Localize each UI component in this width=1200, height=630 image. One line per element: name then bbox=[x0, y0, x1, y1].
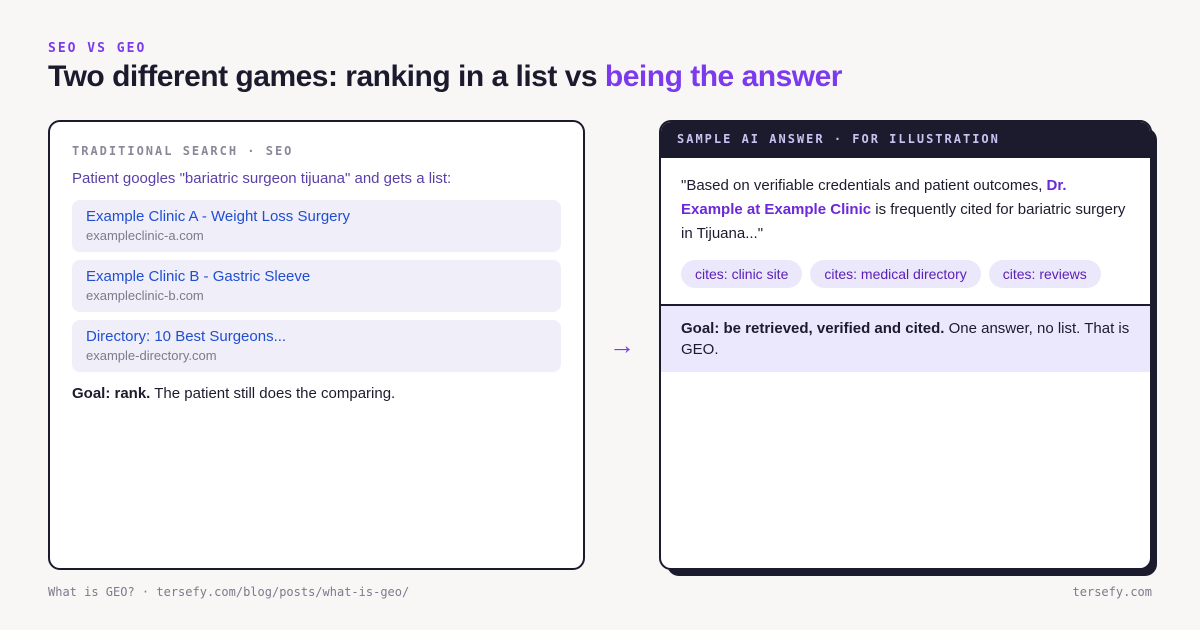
geo-card-label: SAMPLE AI ANSWER · FOR ILLUSTRATION bbox=[661, 122, 1150, 158]
ai-answer-text: "Based on verifiable credentials and pat… bbox=[661, 158, 1150, 246]
geo-goal-bold: Goal: be retrieved, verified and cited. bbox=[681, 320, 945, 337]
geo-card: SAMPLE AI ANSWER · FOR ILLUSTRATION "Bas… bbox=[659, 120, 1152, 570]
search-result-title[interactable]: Example Clinic B - Gastric Sleeve bbox=[86, 268, 311, 285]
seo-goal: Goal: rank. The patient still does the c… bbox=[72, 385, 561, 402]
search-result-item[interactable]: Example Clinic A - Weight Loss Surgery e… bbox=[72, 200, 561, 252]
geo-goal-text: One answer, no list. That is GEO. bbox=[681, 320, 1130, 358]
ai-answer-post: is frequently cited for bariatric surger… bbox=[681, 201, 1126, 242]
citation-chip[interactable]: cites: clinic site bbox=[681, 260, 803, 288]
seo-intro-text: Patient googles "bariatric surgeon tijua… bbox=[72, 170, 452, 187]
search-result-url: example-directory.com bbox=[86, 348, 217, 363]
seo-goal-bold: Goal: rank. bbox=[72, 385, 151, 402]
search-result-url: exampleclinic-a.com bbox=[86, 228, 204, 243]
search-results-list: Example Clinic A - Weight Loss Surgery e… bbox=[72, 200, 561, 372]
search-result-url: exampleclinic-b.com bbox=[86, 288, 204, 303]
headline-main: Two different games: ranking in a list v… bbox=[48, 60, 605, 93]
page-title: Two different games: ranking in a list v… bbox=[48, 60, 842, 94]
search-result-item[interactable]: Directory: 10 Best Surgeons... example-d… bbox=[72, 320, 561, 372]
seo-card-label: TRADITIONAL SEARCH · SEO bbox=[72, 144, 294, 158]
ai-answer-highlight: Dr. Example at Example Clinic bbox=[681, 177, 1067, 218]
headline-accent: being the answer bbox=[604, 60, 843, 93]
search-result-title[interactable]: Directory: 10 Best Surgeons... bbox=[86, 328, 287, 345]
citation-chip[interactable]: cites: reviews bbox=[988, 260, 1101, 288]
search-result-item[interactable]: Example Clinic B - Gastric Sleeve exampl… bbox=[72, 260, 561, 312]
geo-goal: Goal: be retrieved, verified and cited. … bbox=[661, 304, 1150, 372]
footer-site-link[interactable]: tersefy.com bbox=[1072, 585, 1152, 599]
search-result-title[interactable]: Example Clinic A - Weight Loss Surgery bbox=[86, 208, 351, 225]
seo-card: TRADITIONAL SEARCH · SEO Patient googles… bbox=[48, 120, 585, 570]
footer-source-link[interactable]: What is GEO? · tersefy.com/blog/posts/wh… bbox=[48, 585, 410, 599]
eyebrow-label: SEO VS GEO bbox=[48, 41, 147, 56]
arrow-right-icon: → bbox=[609, 330, 635, 360]
ai-answer-pre: "Based on verifiable credentials and pat… bbox=[681, 177, 1047, 194]
citation-chip[interactable]: cites: medical directory bbox=[810, 260, 981, 288]
seo-goal-text: The patient still does the comparing. bbox=[150, 385, 396, 402]
citation-chips: cites: clinic site cites: medical direct… bbox=[661, 246, 1150, 304]
